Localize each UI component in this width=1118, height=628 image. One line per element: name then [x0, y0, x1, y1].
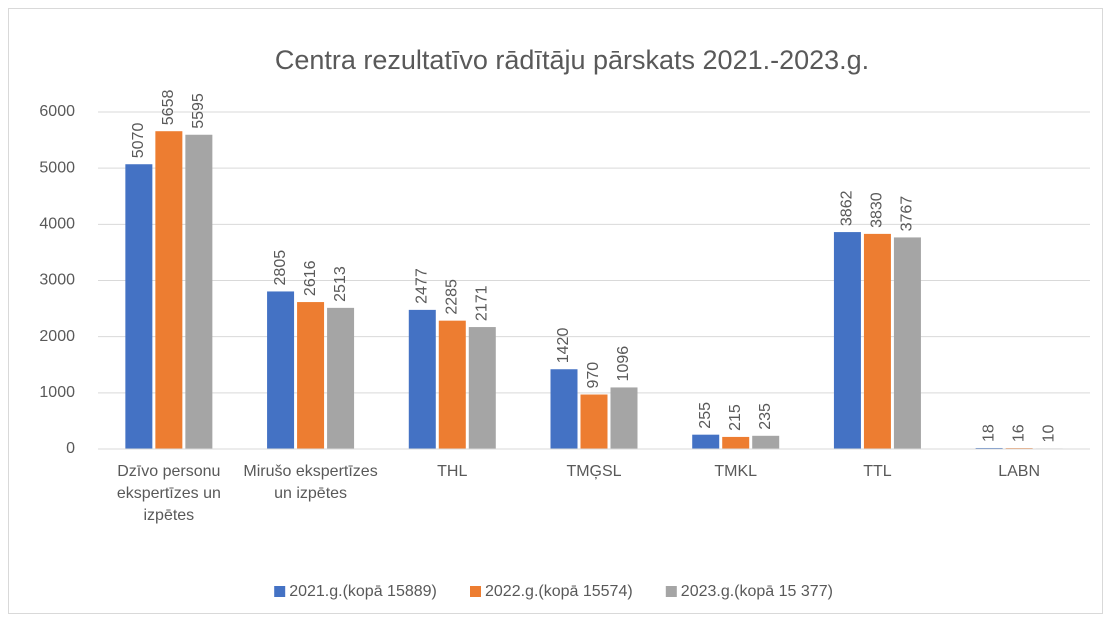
y-tick-label: 4000 — [39, 216, 75, 233]
x-tick-label: TTL — [863, 463, 892, 480]
y-tick-label: 0 — [66, 440, 75, 457]
x-tick-label: LABN — [998, 463, 1041, 480]
x-tick-label-box: Dzīvo personu ekspertīzes un izpētes — [116, 463, 221, 524]
data-label: 18 — [980, 424, 997, 442]
data-label: 2513 — [332, 266, 349, 302]
x-tick-label: Mirušo ekspertīzes un izpētes — [243, 463, 378, 502]
bar — [833, 232, 861, 449]
bar — [752, 435, 780, 449]
legend-label: 2022.g.(kopā 15574) — [485, 583, 633, 600]
data-label: 215 — [727, 404, 744, 431]
data-label: 2616 — [302, 260, 319, 296]
data-label: 2805 — [272, 250, 289, 286]
bar — [863, 233, 891, 449]
bar — [185, 134, 213, 449]
data-label: 1096 — [615, 346, 632, 382]
data-label: 2477 — [414, 268, 431, 304]
data-label: 2285 — [444, 279, 461, 315]
bar — [438, 320, 466, 449]
data-label: 5070 — [130, 123, 147, 159]
x-tick-label-box: TTL — [863, 463, 892, 480]
data-label: 235 — [757, 403, 774, 430]
bar — [327, 307, 355, 449]
bar — [550, 369, 578, 449]
bar — [297, 302, 325, 449]
data-label: 3830 — [869, 192, 886, 228]
bar — [722, 436, 750, 449]
x-tick-label: Dzīvo personu ekspertīzes un izpētes — [116, 463, 221, 524]
y-tick-label: 5000 — [39, 159, 75, 176]
legend-label: 2021.g.(kopā 15889) — [289, 583, 437, 600]
legend-swatch — [470, 586, 481, 597]
bar — [975, 447, 1003, 449]
x-tick-label-box: Mirušo ekspertīzes un izpētes — [243, 463, 378, 502]
legend-swatch — [665, 586, 677, 597]
x-tick-label: TMKL — [714, 463, 758, 480]
bar — [893, 237, 921, 449]
bar — [408, 309, 436, 449]
x-tick-label-box: THL — [437, 463, 468, 480]
y-tick-label: 2000 — [39, 328, 75, 345]
data-label: 3767 — [899, 196, 916, 232]
data-label: 5595 — [190, 93, 207, 129]
x-tick-label-box: TMĢSL — [566, 463, 622, 480]
bar — [610, 387, 638, 449]
bar — [580, 394, 608, 449]
data-label: 2171 — [474, 285, 491, 321]
x-tick-label-box: LABN — [998, 463, 1041, 480]
legend-label: 2023.g.(kopā 15 377) — [681, 583, 833, 600]
data-label: 1420 — [555, 328, 572, 364]
x-tick-label: THL — [437, 463, 468, 480]
x-tick-label: TMĢSL — [566, 463, 622, 480]
bar — [692, 434, 720, 449]
data-label: 255 — [697, 402, 714, 429]
bar — [468, 327, 496, 449]
y-tick-label: 3000 — [39, 272, 75, 289]
y-tick-label: 1000 — [39, 384, 75, 401]
data-label: 5658 — [160, 90, 177, 126]
bar — [267, 291, 295, 449]
data-label: 10 — [1040, 425, 1057, 443]
data-label: 3862 — [839, 190, 856, 226]
chart-title: Centra rezultatīvo rādītāju pārskats 202… — [275, 45, 869, 75]
data-label: 970 — [585, 362, 602, 389]
legend-swatch — [274, 586, 286, 597]
bar — [155, 131, 183, 450]
y-tick-label: 6000 — [39, 103, 75, 120]
bar — [125, 164, 153, 450]
x-tick-label-box: TMKL — [714, 463, 758, 480]
data-label: 16 — [1010, 424, 1027, 442]
